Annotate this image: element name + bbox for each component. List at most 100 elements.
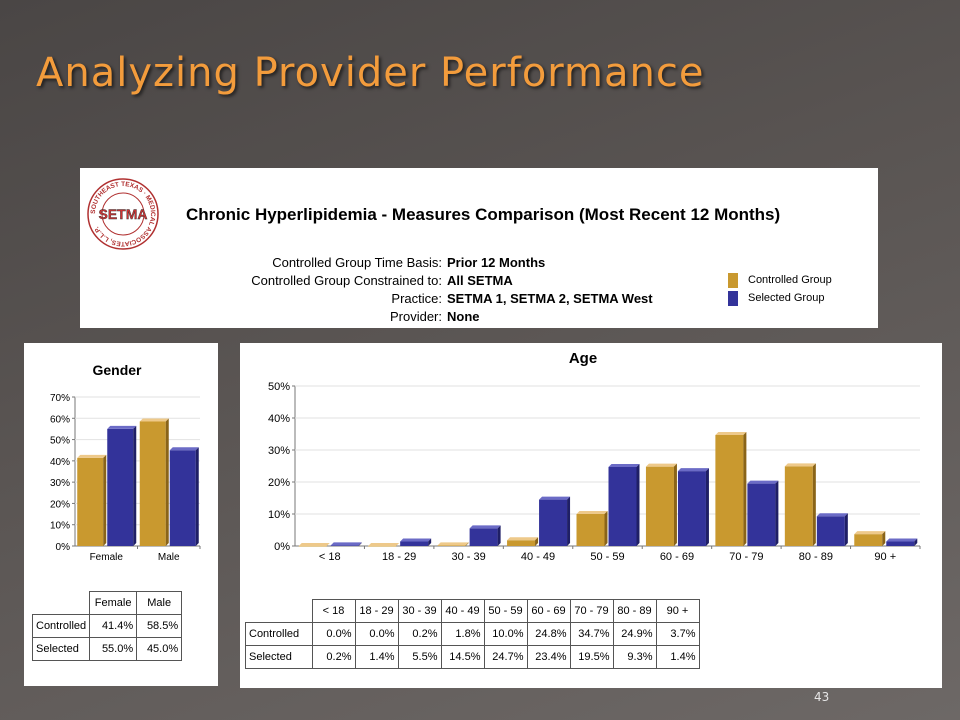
bar-side [195, 447, 199, 546]
bar-side [103, 454, 107, 546]
table-cell: 10.0% [483, 622, 528, 646]
table-cell: 1.8% [440, 622, 485, 646]
bar-side [465, 542, 469, 546]
bar-top [816, 513, 848, 517]
bar-side [604, 511, 608, 546]
info-label: Controlled Group Constrained to: [251, 273, 442, 288]
x-tick-label: < 18 [319, 551, 341, 563]
bar-top [107, 425, 137, 429]
bar-side [812, 463, 816, 546]
table-cell: 58.5% [136, 614, 183, 638]
bar-front [539, 499, 568, 546]
bar-side [165, 418, 169, 546]
page-number: 43 [814, 690, 830, 704]
table-column-header: Male [136, 591, 183, 615]
bar-side [743, 431, 747, 546]
bar-controlled-3 [507, 537, 539, 546]
bar-top [784, 463, 816, 467]
bar-front [854, 534, 883, 546]
y-tick-label: 30% [268, 445, 290, 457]
bar-selected-2 [469, 525, 501, 546]
x-tick-label: 80 - 89 [799, 551, 833, 563]
bar-top [330, 542, 362, 546]
info-row-practice: Practice: SETMA 1, SETMA 2, SETMA West [80, 291, 652, 309]
table-column-header: 70 - 79 [569, 599, 614, 623]
table-column-header: 60 - 69 [526, 599, 571, 623]
bar-selected-4 [608, 463, 640, 546]
bar-front [107, 428, 134, 546]
bar-side [567, 496, 571, 546]
bar-top [77, 454, 107, 458]
bar-top [400, 538, 432, 542]
gender-chart: Gender 0% 10% 20% 30% 40% 50% 60% 70% Female Male [50, 362, 201, 563]
bar-front [715, 434, 744, 546]
bar-front [469, 528, 498, 546]
bar-top [608, 463, 640, 467]
bar-side [882, 531, 886, 546]
bar-controlled-6 [715, 431, 747, 546]
x-tick-label: 70 - 79 [729, 551, 763, 563]
gender-data-table: Female Male Controlled 41.4% 58.5% Selec… [31, 591, 183, 661]
slide-title: Analyzing Provider Performance [36, 50, 705, 96]
table-row: Selected 55.0% 45.0% [31, 637, 183, 661]
info-row-provider: Provider: None [80, 309, 480, 327]
bar-front [784, 466, 813, 546]
table-cell: 24.9% [612, 622, 657, 646]
bar-controlled-8 [854, 531, 886, 546]
bar-selected-1 [400, 538, 432, 546]
table-cell: 55.0% [89, 637, 138, 661]
bar-top [539, 496, 571, 500]
bar-side [358, 542, 362, 546]
table-cell: 23.4% [526, 645, 571, 669]
bar-top [298, 543, 330, 546]
age-data-table: < 18 18 - 29 30 - 39 40 - 49 50 - 59 60 … [245, 599, 700, 669]
table-cell: 9.3% [612, 645, 657, 669]
table-column-header: Female [89, 591, 138, 615]
table-cell: 0.0% [354, 622, 399, 646]
bar-front [169, 450, 196, 546]
table-column-header: 40 - 49 [440, 599, 485, 623]
age-panel: Age 0% 10% 20% 30% 40% 50% < 18 18 - 29 30 - 39 40… [240, 343, 942, 688]
bar-top [747, 480, 779, 484]
bar-front [645, 466, 674, 546]
legend-swatch-controlled [728, 273, 738, 288]
bar-side [497, 525, 501, 546]
bar-side [673, 463, 677, 546]
bar-top [139, 418, 169, 422]
table-row: Controlled 0.0% 0.0% 0.2% 1.8% 10.0% 24.… [245, 622, 700, 646]
bar-top [886, 538, 918, 542]
bar-controlled-0 [77, 454, 107, 546]
bar-front [507, 540, 536, 546]
bar-top [715, 431, 747, 435]
bar-front [368, 546, 397, 547]
table-cell: 1.4% [354, 645, 399, 669]
info-row-constrained: Controlled Group Constrained to: All SET… [80, 273, 513, 291]
y-tick-label: 50% [50, 436, 70, 447]
chart-title: Age [569, 350, 597, 367]
bar-front [886, 541, 915, 546]
chart-title: Gender [92, 362, 142, 378]
bar-controlled-2 [437, 542, 469, 546]
bar-front [576, 514, 605, 546]
bar-selected-0 [107, 425, 137, 546]
info-label: Provider: [389, 309, 442, 324]
logo-text: SETMA [99, 206, 148, 222]
table-corner [245, 599, 313, 623]
bar-side [428, 538, 432, 546]
x-tick-label: 18 - 29 [382, 551, 416, 563]
info-row-time-basis: Controlled Group Time Basis: Prior 12 Mo… [80, 255, 545, 273]
bar-side [844, 513, 848, 546]
bar-front [330, 545, 359, 546]
table-row: Selected 0.2% 1.4% 5.5% 14.5% 24.7% 23.4… [245, 645, 700, 669]
y-tick-label: 10% [50, 521, 70, 532]
info-value: All SETMA [447, 273, 513, 288]
bar-top [576, 511, 608, 514]
y-tick-label: 0% [56, 542, 71, 553]
bar-controlled-1 [139, 418, 169, 546]
legend-label: Selected Group [748, 292, 825, 304]
bar-top [507, 537, 539, 541]
info-label: Practice: [391, 291, 442, 306]
bar-selected-5 [677, 468, 709, 546]
table-column-header: 50 - 59 [483, 599, 528, 623]
table-corner [32, 591, 91, 615]
